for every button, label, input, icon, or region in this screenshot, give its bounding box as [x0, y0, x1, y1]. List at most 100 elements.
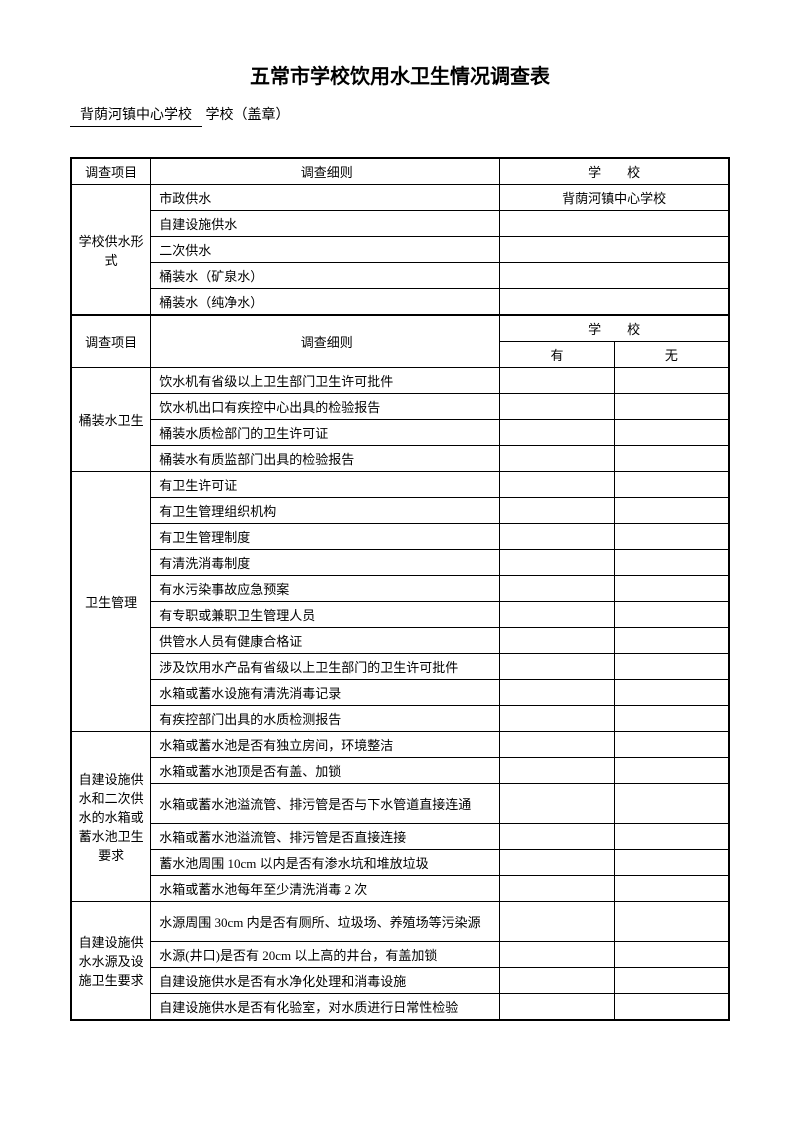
table-cell — [500, 446, 615, 472]
table-row: 供管水人员有健康合格证 — [151, 628, 500, 654]
table-cell — [500, 680, 615, 706]
table-cell — [500, 602, 615, 628]
table-cell — [614, 876, 729, 902]
header-survey-item: 调查项目 — [71, 158, 151, 185]
category-bottled-water: 桶装水卫生 — [71, 368, 151, 472]
table-cell — [500, 824, 615, 850]
table-cell — [500, 472, 615, 498]
table-cell — [500, 263, 729, 289]
subtitle: 背荫河镇中心学校 学校（盖章） — [70, 104, 730, 127]
table-row: 有水污染事故应急预案 — [151, 576, 500, 602]
table-cell — [614, 446, 729, 472]
table-cell — [500, 850, 615, 876]
table-cell — [614, 994, 729, 1021]
table-cell — [614, 602, 729, 628]
survey-table: 调查项目 调查细则 学 校 学校供水形式 市政供水 背荫河镇中心学校 自建设施供… — [70, 157, 730, 1021]
table-cell — [500, 628, 615, 654]
table-cell — [500, 368, 615, 394]
table-row: 水源周围 30cm 内是否有厕所、垃圾场、养殖场等污染源 — [151, 902, 500, 942]
table-row: 有卫生管理制度 — [151, 524, 500, 550]
subtitle-suffix: 学校（盖章） — [206, 108, 290, 123]
table-row: 水箱或蓄水设施有清洗消毒记录 — [151, 680, 500, 706]
table-cell — [614, 902, 729, 942]
category-self-built-source: 自建设施供水水源及设施卫生要求 — [71, 902, 151, 1021]
table-cell — [614, 394, 729, 420]
table-cell — [500, 394, 615, 420]
table-row: 有疾控部门出具的水质检测报告 — [151, 706, 500, 732]
table-cell — [614, 758, 729, 784]
table-cell — [500, 758, 615, 784]
table-cell — [500, 876, 615, 902]
header-survey-detail: 调查细则 — [151, 158, 500, 185]
table-cell — [614, 628, 729, 654]
table-cell — [614, 850, 729, 876]
table-row: 有卫生许可证 — [151, 472, 500, 498]
table-cell — [500, 550, 615, 576]
table-cell — [500, 237, 729, 263]
table-row: 桶装水（纯净水） — [151, 289, 500, 316]
table-cell — [500, 420, 615, 446]
table-cell — [614, 498, 729, 524]
table-row: 自建设施供水是否有化验室，对水质进行日常性检验 — [151, 994, 500, 1021]
table-cell — [500, 576, 615, 602]
table-cell — [614, 550, 729, 576]
table-row: 有清洗消毒制度 — [151, 550, 500, 576]
table-cell: 背荫河镇中心学校 — [500, 185, 729, 211]
table-cell — [500, 902, 615, 942]
table-row: 有卫生管理组织机构 — [151, 498, 500, 524]
header-school: 学 校 — [500, 315, 729, 342]
table-row: 水源(井口)是否有 20cm 以上高的井台，有盖加锁 — [151, 942, 500, 968]
table-row: 水箱或蓄水池溢流管、排污管是否与下水管道直接连通 — [151, 784, 500, 824]
table-cell — [500, 524, 615, 550]
table-row: 水箱或蓄水池是否有独立房间，环境整洁 — [151, 732, 500, 758]
table-cell — [500, 784, 615, 824]
table-cell — [614, 420, 729, 446]
table-cell — [500, 942, 615, 968]
table-row: 饮水机有省级以上卫生部门卫生许可批件 — [151, 368, 500, 394]
table-cell — [614, 784, 729, 824]
table-row: 桶装水（矿泉水） — [151, 263, 500, 289]
table-cell — [614, 368, 729, 394]
table-row: 自建设施供水是否有水净化处理和消毒设施 — [151, 968, 500, 994]
table-cell — [500, 211, 729, 237]
table-row: 自建设施供水 — [151, 211, 500, 237]
header-survey-detail: 调查细则 — [151, 315, 500, 368]
table-cell — [500, 968, 615, 994]
table-cell — [500, 654, 615, 680]
table-cell — [614, 654, 729, 680]
table-row: 水箱或蓄水池溢流管、排污管是否直接连接 — [151, 824, 500, 850]
table-cell — [614, 732, 729, 758]
table-cell — [614, 680, 729, 706]
table-row: 市政供水 — [151, 185, 500, 211]
table-row: 蓄水池周围 10cm 以内是否有渗水坑和堆放垃圾 — [151, 850, 500, 876]
table-cell — [614, 524, 729, 550]
table-row: 涉及饮用水产品有省级以上卫生部门的卫生许可批件 — [151, 654, 500, 680]
category-hygiene-mgmt: 卫生管理 — [71, 472, 151, 732]
header-survey-item: 调查项目 — [71, 315, 151, 368]
category-water-supply: 学校供水形式 — [71, 185, 151, 316]
table-cell — [614, 706, 729, 732]
header-yes: 有 — [500, 342, 615, 368]
table-cell — [614, 968, 729, 994]
table-row: 二次供水 — [151, 237, 500, 263]
category-self-built-tank: 自建设施供水和二次供水的水箱或蓄水池卫生要求 — [71, 732, 151, 902]
table-cell — [614, 472, 729, 498]
header-no: 无 — [614, 342, 729, 368]
table-row: 有专职或兼职卫生管理人员 — [151, 602, 500, 628]
table-cell — [500, 732, 615, 758]
document-title: 五常市学校饮用水卫生情况调查表 — [70, 60, 730, 89]
table-row: 饮水机出口有疾控中心出具的检验报告 — [151, 394, 500, 420]
table-cell — [500, 706, 615, 732]
school-name-field: 背荫河镇中心学校 — [70, 104, 202, 127]
table-row: 桶装水质检部门的卫生许可证 — [151, 420, 500, 446]
table-cell — [500, 289, 729, 316]
table-cell — [614, 824, 729, 850]
table-cell — [614, 576, 729, 602]
table-row: 桶装水有质监部门出具的检验报告 — [151, 446, 500, 472]
table-cell — [500, 498, 615, 524]
table-row: 水箱或蓄水池顶是否有盖、加锁 — [151, 758, 500, 784]
table-row: 水箱或蓄水池每年至少清洗消毒 2 次 — [151, 876, 500, 902]
table-cell — [614, 942, 729, 968]
header-school: 学 校 — [500, 158, 729, 185]
table-cell — [500, 994, 615, 1021]
